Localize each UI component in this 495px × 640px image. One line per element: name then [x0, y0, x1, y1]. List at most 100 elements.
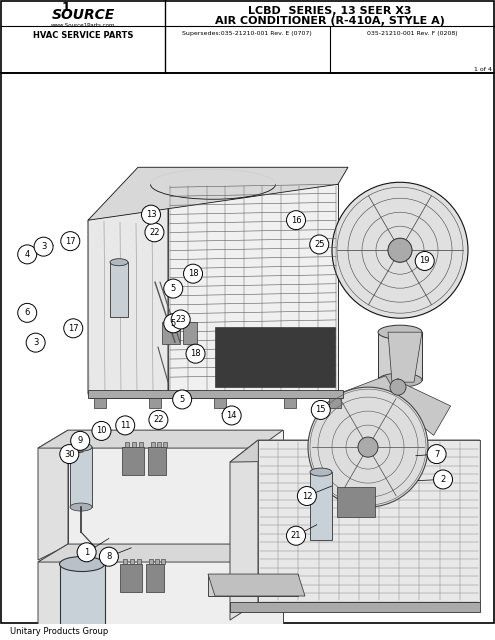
Circle shape	[142, 205, 160, 224]
Ellipse shape	[110, 259, 128, 266]
Text: 25: 25	[314, 240, 325, 249]
Polygon shape	[230, 440, 258, 620]
Circle shape	[92, 421, 111, 440]
Circle shape	[26, 333, 45, 352]
Text: 21: 21	[291, 531, 301, 540]
Circle shape	[308, 387, 428, 507]
Bar	[161, 559, 165, 564]
Ellipse shape	[70, 503, 92, 511]
Text: 15: 15	[315, 406, 326, 415]
Circle shape	[390, 379, 406, 395]
Bar	[329, 398, 341, 408]
Polygon shape	[388, 332, 422, 382]
Bar	[208, 574, 298, 596]
Bar	[88, 390, 343, 398]
Ellipse shape	[59, 557, 104, 572]
Polygon shape	[230, 440, 480, 462]
Polygon shape	[38, 430, 68, 560]
Circle shape	[311, 401, 330, 419]
Text: 5: 5	[171, 284, 176, 293]
Text: 18: 18	[190, 349, 201, 358]
Bar	[132, 442, 136, 447]
Text: 9: 9	[78, 436, 83, 445]
Bar	[162, 322, 180, 344]
Circle shape	[61, 232, 80, 251]
Text: 11: 11	[120, 421, 131, 430]
Polygon shape	[395, 385, 450, 435]
Text: 22: 22	[153, 415, 164, 424]
Circle shape	[434, 470, 452, 489]
Bar	[122, 447, 144, 475]
Circle shape	[297, 486, 316, 506]
Text: 1 of 4: 1 of 4	[474, 67, 492, 72]
Text: HVAC SERVICE PARTS: HVAC SERVICE PARTS	[33, 31, 133, 40]
Circle shape	[332, 182, 468, 318]
Text: 5: 5	[171, 319, 176, 328]
Circle shape	[116, 416, 135, 435]
Circle shape	[427, 445, 446, 463]
Text: Unitary Products Group: Unitary Products Group	[10, 627, 108, 636]
Polygon shape	[215, 327, 335, 387]
Text: 8: 8	[106, 552, 111, 561]
Bar	[214, 398, 226, 408]
Circle shape	[145, 223, 164, 242]
Bar	[378, 332, 422, 380]
Text: 16: 16	[291, 216, 301, 225]
Circle shape	[287, 211, 305, 230]
Bar	[151, 442, 155, 447]
Circle shape	[71, 431, 90, 451]
Bar	[130, 559, 134, 564]
Bar	[155, 559, 159, 564]
Bar	[70, 447, 92, 507]
Bar	[258, 440, 480, 602]
Circle shape	[34, 237, 53, 256]
Text: 3: 3	[41, 242, 46, 251]
Bar	[139, 442, 143, 447]
Circle shape	[186, 344, 205, 363]
Text: 2: 2	[441, 475, 446, 484]
Text: 19: 19	[419, 257, 430, 266]
Circle shape	[310, 235, 329, 254]
Bar	[149, 398, 161, 408]
Circle shape	[222, 406, 241, 425]
Text: 10: 10	[96, 426, 107, 435]
Circle shape	[415, 252, 434, 271]
Polygon shape	[38, 544, 283, 562]
Bar	[94, 398, 106, 408]
Circle shape	[358, 437, 378, 457]
Text: AIR CONDITIONER (R-410A, STYLE A): AIR CONDITIONER (R-410A, STYLE A)	[215, 16, 445, 26]
Circle shape	[60, 445, 79, 463]
Circle shape	[18, 245, 37, 264]
Bar	[284, 398, 296, 408]
Circle shape	[287, 526, 305, 545]
Text: 6: 6	[25, 308, 30, 317]
Circle shape	[99, 547, 118, 566]
Bar	[310, 472, 332, 540]
Bar	[157, 442, 161, 447]
Bar	[68, 430, 283, 545]
Polygon shape	[339, 376, 396, 423]
Text: SOURCE: SOURCE	[51, 8, 115, 22]
Bar	[125, 442, 129, 447]
Text: LCBD  SERIES, 13 SEER X3: LCBD SERIES, 13 SEER X3	[248, 6, 412, 16]
Circle shape	[388, 238, 412, 262]
Circle shape	[18, 303, 37, 323]
Polygon shape	[208, 574, 305, 596]
Text: Supersedes:035-21210-001 Rev. E (0707): Supersedes:035-21210-001 Rev. E (0707)	[182, 31, 312, 36]
Ellipse shape	[378, 325, 422, 339]
Bar	[68, 544, 283, 640]
Text: 14: 14	[226, 411, 237, 420]
Circle shape	[173, 390, 192, 409]
Polygon shape	[38, 430, 283, 448]
Text: 23: 23	[175, 315, 186, 324]
Ellipse shape	[378, 373, 422, 387]
Text: 12: 12	[301, 492, 312, 500]
Polygon shape	[168, 184, 338, 394]
Ellipse shape	[70, 443, 92, 451]
Text: 035-21210-001 Rev. F (0208): 035-21210-001 Rev. F (0208)	[367, 31, 457, 36]
Bar	[230, 602, 480, 612]
Bar	[123, 559, 127, 564]
Bar	[163, 442, 167, 447]
Circle shape	[149, 410, 168, 429]
Bar	[149, 559, 153, 564]
